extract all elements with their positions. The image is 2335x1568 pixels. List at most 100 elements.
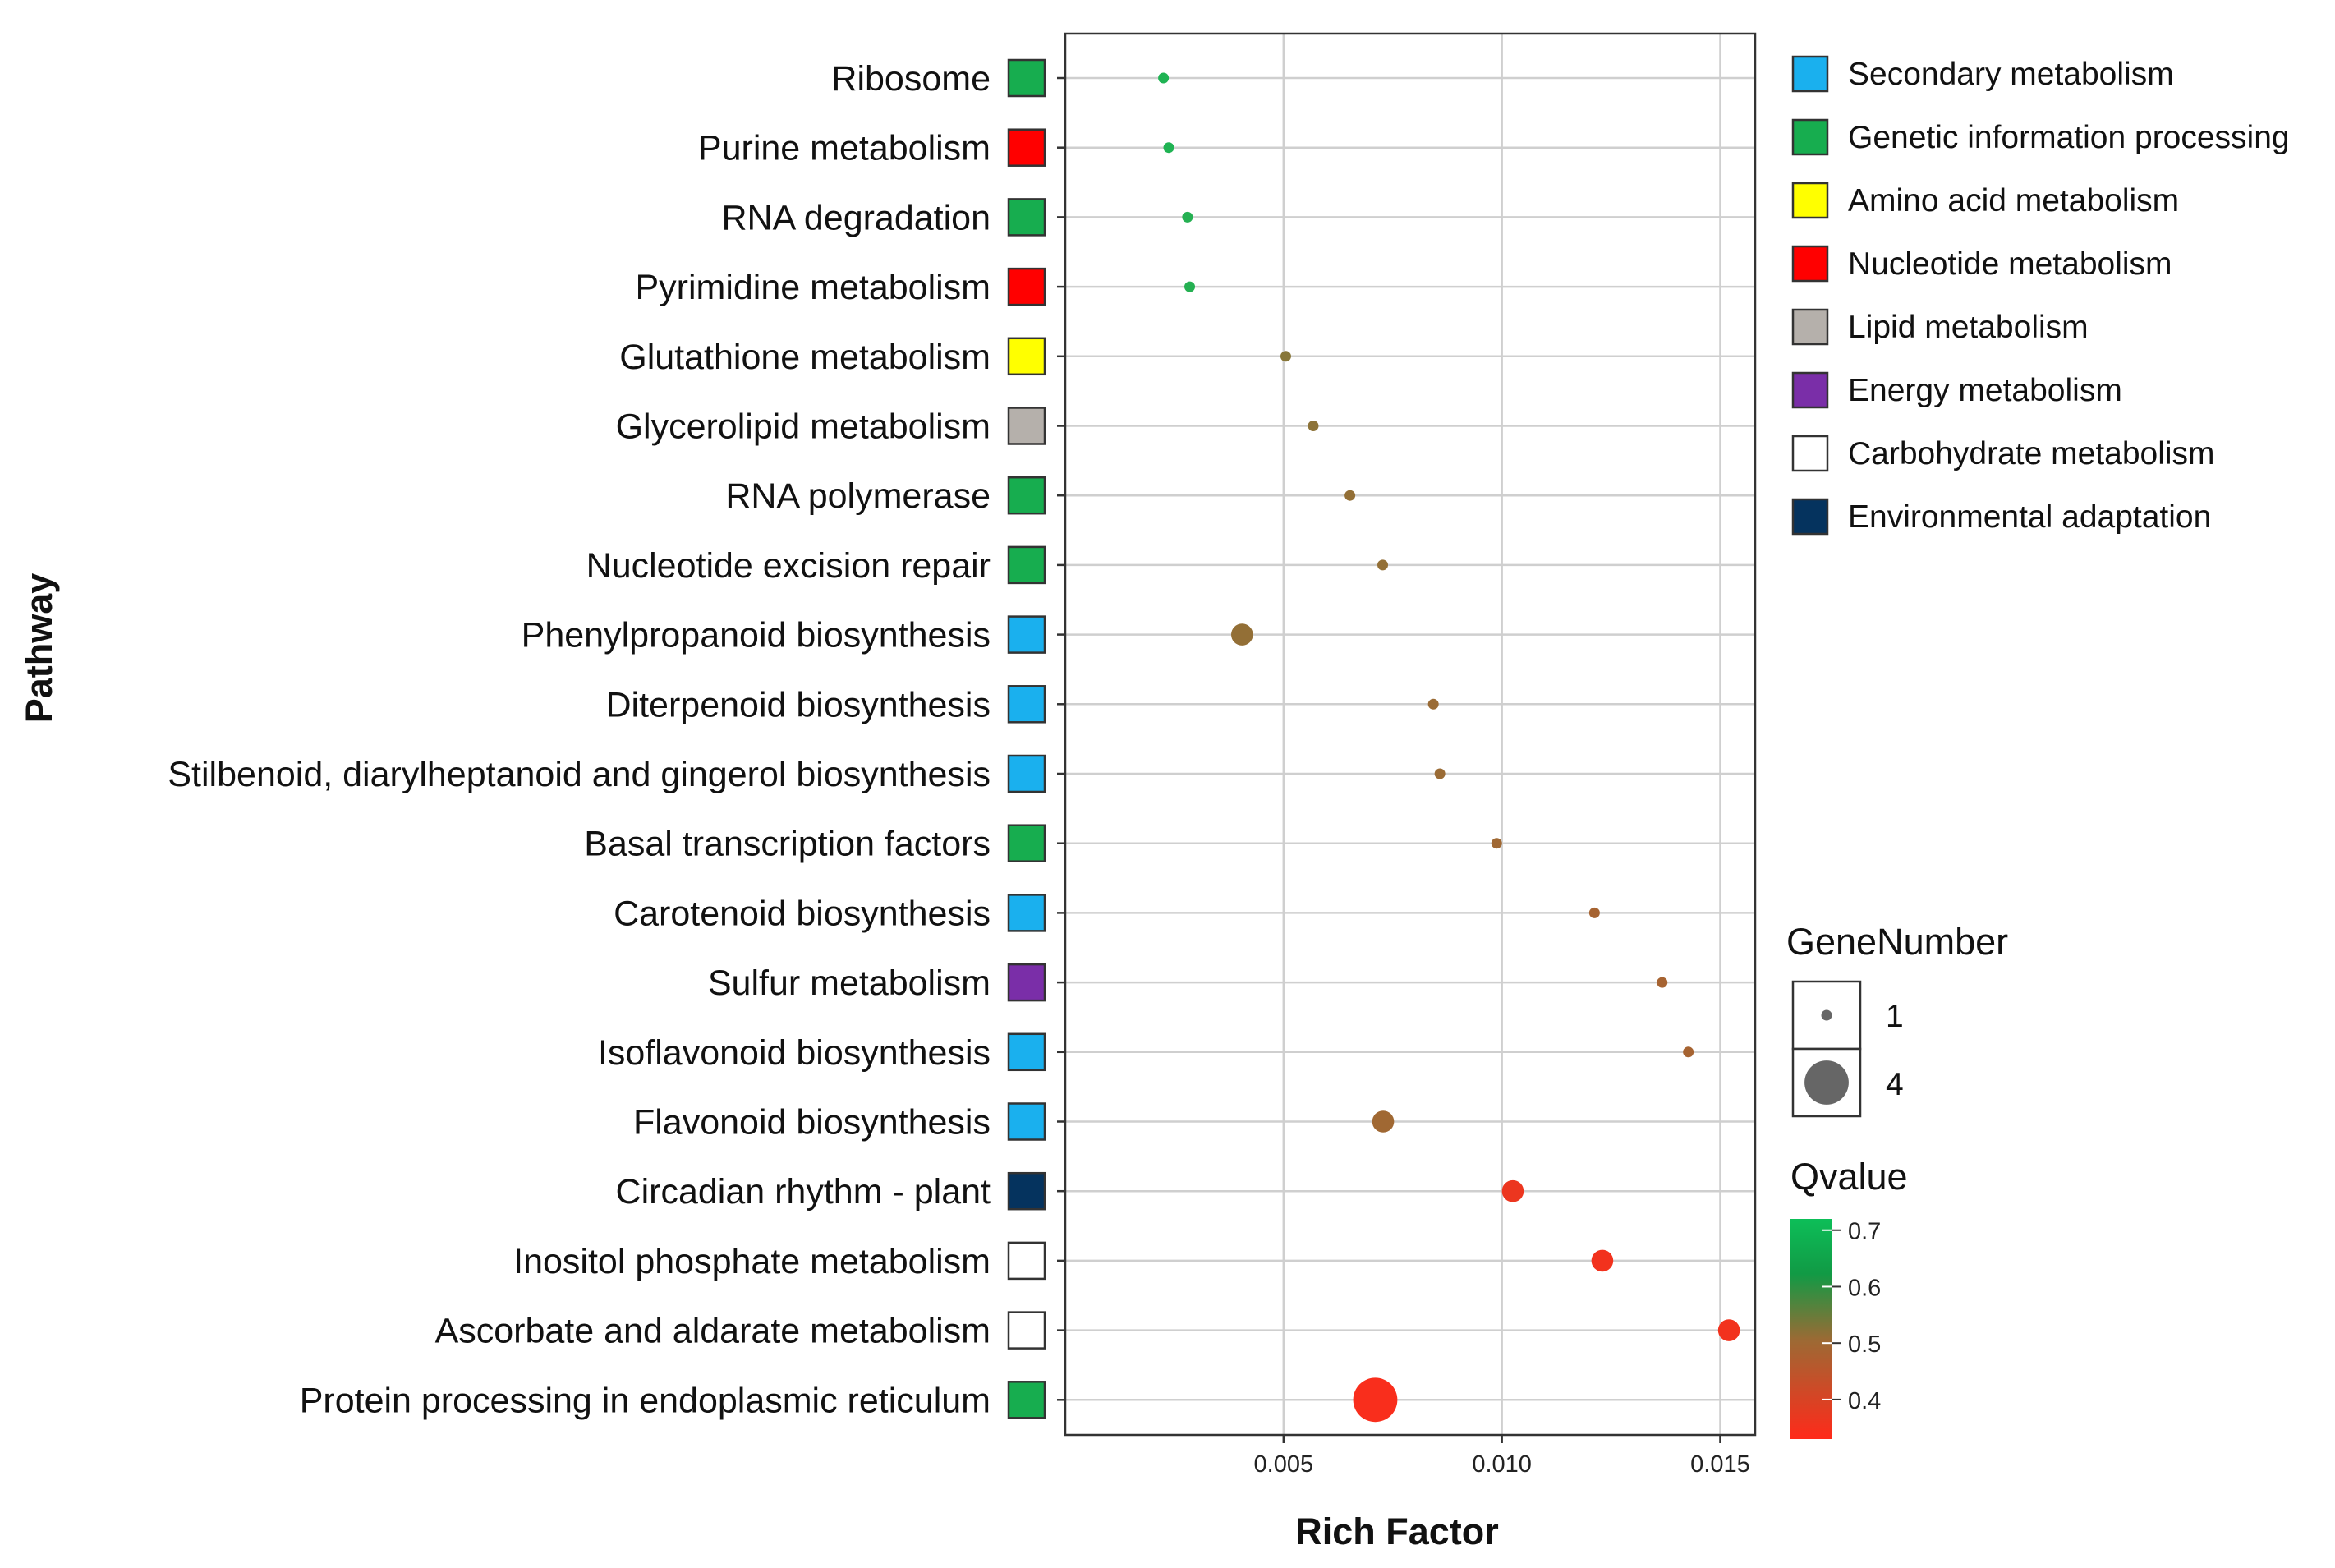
pathway-label-ascorbate-and-aldarate-metabolism: Ascorbate and aldarate metabolism xyxy=(435,1312,991,1351)
point-purine-metabolism xyxy=(1163,142,1174,154)
category-swatch-pyrimidine-metabolism xyxy=(1007,267,1046,306)
point-carotenoid-biosynthesis xyxy=(1588,907,1600,918)
pathway-label-glutathione-metabolism: Glutathione metabolism xyxy=(619,338,991,377)
x-tick-label: 0.005 xyxy=(1254,1451,1314,1478)
qvalue-legend-title: Qvalue xyxy=(1790,1156,1908,1198)
x-tick-label: 0.010 xyxy=(1472,1451,1532,1478)
category-swatch-carotenoid-biosynthesis xyxy=(1007,894,1046,932)
pathway-label-purine-metabolism: Purine metabolism xyxy=(698,129,991,168)
pathway-label-carotenoid-biosynthesis: Carotenoid biosynthesis xyxy=(614,894,991,933)
point-protein-processing-in-endoplasmic-reticulum xyxy=(1353,1377,1398,1423)
point-sulfur-metabolism xyxy=(1657,977,1668,988)
pathway-labels: Ribosome Purine metabolism RNA degradation… xyxy=(168,59,991,1420)
category-swatch-sulfur-metabolism xyxy=(1007,963,1046,1002)
qvalue-tick-label: 0.4 xyxy=(1848,1388,1881,1414)
qvalue-colorbar xyxy=(1790,1219,1832,1439)
point-basal-transcription-factors xyxy=(1491,838,1502,849)
category-swatch-flavonoid-biosynthesis xyxy=(1007,1102,1046,1141)
y-axis-title: Pathway xyxy=(18,573,60,724)
category-swatch-nucleotide-excision-repair xyxy=(1007,545,1046,585)
qvalue-colorbar-ticks: 0.7 0.6 0.5 0.4 xyxy=(1822,1219,1881,1414)
category-legend-label-genetic-information-processing: Genetic information processing xyxy=(1848,120,2290,155)
point-circadian-rhythm-plant xyxy=(1501,1179,1524,1202)
plot-panel xyxy=(1064,32,1757,1437)
category-legend-swatch-carbohydrate-metabolism xyxy=(1791,435,1829,472)
category-legend-swatch-energy-metabolism xyxy=(1791,371,1829,409)
point-glutathione-metabolism xyxy=(1280,351,1291,362)
pathway-label-circadian-rhythm-plant: Circadian rhythm - plant xyxy=(616,1172,991,1212)
x-tick-label: 0.015 xyxy=(1690,1451,1750,1478)
category-legend-label-energy-metabolism: Energy metabolism xyxy=(1848,373,2122,408)
category-legend-label-lipid-metabolism: Lipid metabolism xyxy=(1848,310,2089,345)
pathway-label-rna-degradation: RNA degradation xyxy=(722,198,991,237)
pathway-label-rna-polymerase: RNA polymerase xyxy=(725,476,991,516)
category-swatch-ascorbate-and-aldarate-metabolism xyxy=(1007,1311,1046,1350)
category-swatch-phenylpropanoid-biosynthesis xyxy=(1007,615,1046,654)
point-pyrimidine-metabolism xyxy=(1184,281,1196,292)
pathway-label-protein-processing-in-endoplasmic-reticulum: Protein processing in endoplasmic reticu… xyxy=(300,1381,991,1420)
x-axis-ticks: 0.005 0.010 0.015 xyxy=(1254,1435,1750,1478)
point-rna-degradation xyxy=(1182,211,1193,223)
gene-number-legend: GeneNumber 1 4 xyxy=(1786,921,2008,1118)
pathway-label-basal-transcription-factors: Basal transcription factors xyxy=(584,825,991,864)
category-legend-label-environmental-adaptation: Environmental adaptation xyxy=(1848,499,2211,535)
category-legend-swatch-environmental-adaptation xyxy=(1791,498,1829,536)
category-legend-swatch-lipid-metabolism xyxy=(1791,308,1829,346)
category-legend-label-secondary-metabolism: Secondary metabolism xyxy=(1848,57,2174,92)
point-stilbenoid-diarylheptanoid-and-gingerol-biosynthesis xyxy=(1434,768,1446,779)
pathway-label-nucleotide-excision-repair: Nucleotide excision repair xyxy=(586,546,991,586)
category-legend-swatch-nucleotide-metabolism xyxy=(1791,245,1829,283)
category-swatch-isoflavonoid-biosynthesis xyxy=(1007,1032,1046,1072)
point-ribosome xyxy=(1158,72,1170,84)
pathway-label-ribosome: Ribosome xyxy=(831,59,991,99)
y-axis-ticks xyxy=(1057,76,1065,1401)
point-diterpenoid-biosynthesis xyxy=(1427,698,1439,710)
point-isoflavonoid-biosynthesis xyxy=(1683,1046,1694,1058)
category-swatch-stilbenoid-diarylheptanoid-and-gingerol-biosynthesis xyxy=(1007,754,1046,793)
point-glycerolipid-metabolism xyxy=(1308,421,1319,431)
pathway-label-diterpenoid-biosynthesis: Diterpenoid biosynthesis xyxy=(606,685,991,724)
pathway-label-stilbenoid-diarylheptanoid-and-gingerol-biosynthesis: Stilbenoid, diarylheptanoid and gingerol… xyxy=(168,755,991,794)
category-swatch-protein-processing-in-endoplasmic-reticulum xyxy=(1007,1381,1046,1419)
pathway-label-isoflavonoid-biosynthesis: Isoflavonoid biosynthesis xyxy=(598,1033,991,1073)
category-swatch-ribosome xyxy=(1007,58,1046,98)
qvalue-tick-label: 0.7 xyxy=(1848,1219,1881,1245)
qvalue-legend: Qvalue 0.7 0.6 0.5 0.4 xyxy=(1790,1156,1908,1439)
category-swatch-rna-polymerase xyxy=(1007,476,1046,515)
point-ascorbate-and-aldarate-metabolism xyxy=(1717,1319,1740,1341)
pathway-label-pyrimidine-metabolism: Pyrimidine metabolism xyxy=(635,268,991,307)
category-legend-swatch-amino-acid-metabolism xyxy=(1791,182,1829,219)
category-swatch-glycerolipid-metabolism xyxy=(1007,407,1046,445)
category-swatch-purine-metabolism xyxy=(1007,128,1046,167)
category-swatch-diterpenoid-biosynthesis xyxy=(1007,685,1046,724)
pathway-category-swatches xyxy=(1007,58,1046,1419)
category-swatch-basal-transcription-factors xyxy=(1007,824,1046,862)
size-legend-dots xyxy=(1804,1009,1849,1105)
qvalue-tick-label: 0.5 xyxy=(1848,1331,1881,1358)
qvalue-tick-label: 0.6 xyxy=(1848,1275,1881,1301)
pathway-label-flavonoid-biosynthesis: Flavonoid biosynthesis xyxy=(633,1103,991,1143)
pathway-label-phenylpropanoid-biosynthesis: Phenylpropanoid biosynthesis xyxy=(522,616,991,655)
point-inositol-phosphate-metabolism xyxy=(1591,1249,1614,1272)
size-legend-label-4: 4 xyxy=(1886,1067,1904,1102)
size-legend-dot-1 xyxy=(1821,1009,1832,1021)
category-swatch-circadian-rhythm-plant xyxy=(1007,1171,1046,1211)
data-points xyxy=(1158,72,1740,1423)
point-flavonoid-biosynthesis xyxy=(1372,1110,1395,1133)
pathway-label-glycerolipid-metabolism: Glycerolipid metabolism xyxy=(616,407,991,447)
size-legend-dot-4 xyxy=(1804,1060,1849,1105)
grid-lines xyxy=(1065,34,1755,1435)
x-axis-title: Rich Factor xyxy=(1295,1511,1499,1552)
category-swatch-rna-degradation xyxy=(1007,198,1046,237)
category-swatch-glutathione-metabolism xyxy=(1007,337,1046,376)
plot-background xyxy=(1065,34,1755,1435)
category-swatch-inositol-phosphate-metabolism xyxy=(1007,1241,1046,1281)
category-legend-swatch-genetic-information-processing xyxy=(1791,118,1829,156)
size-legend-label-1: 1 xyxy=(1886,999,1904,1034)
point-nucleotide-excision-repair xyxy=(1377,559,1389,571)
plot-border xyxy=(1064,32,1757,1437)
pathway-label-sulfur-metabolism: Sulfur metabolism xyxy=(708,963,991,1003)
category-legend-label-nucleotide-metabolism: Nucleotide metabolism xyxy=(1848,246,2172,282)
pathway-label-inositol-phosphate-metabolism: Inositol phosphate metabolism xyxy=(513,1242,991,1281)
